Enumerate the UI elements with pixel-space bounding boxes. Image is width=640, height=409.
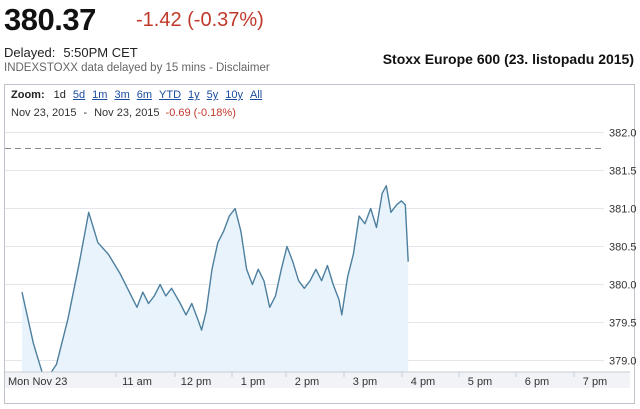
y-tick-label-380.5: 380.5 [609, 242, 637, 254]
y-tick-label-380.0: 380.0 [609, 280, 637, 292]
zoom-option-1y[interactable]: 1y [188, 89, 200, 101]
x-tick-label-3: 1 pm [241, 376, 265, 388]
y-tick-label-381.5: 381.5 [609, 166, 637, 178]
x-tick-label-6: 4 pm [411, 376, 435, 388]
y-tick-label-382.0: 382.0 [609, 128, 637, 140]
zoom-option-all[interactable]: All [250, 89, 263, 101]
zoom-option-5y[interactable]: 5y [206, 89, 219, 101]
zoom-option-3m[interactable]: 3m [114, 89, 130, 101]
y-tick-label-379.0: 379.0 [609, 356, 637, 368]
range-change: -0.69 (-0.18%) [165, 107, 236, 119]
delayed-info: Delayed: 5:50PM CET [4, 45, 138, 60]
y-tick-label-379.5: 379.5 [609, 318, 637, 330]
x-tick-label-2: 12 pm [181, 376, 212, 388]
x-tick-label-8: 6 pm [525, 376, 549, 388]
x-tick-label-4: 2 pm [295, 376, 319, 388]
x-tick-label-9: 7 pm [583, 376, 607, 388]
zoom-option-1m[interactable]: 1m [92, 89, 108, 101]
figure-title: Stoxx Europe 600 (23. listopadu 2015) [382, 51, 634, 67]
index-price: 380.37 [4, 2, 96, 37]
delayed-label: Delayed: [4, 45, 56, 60]
x-tick-label-7: 5 pm [468, 376, 492, 388]
zoom-label: Zoom: [11, 89, 45, 101]
x-tick-label-0: Mon Nov 23 [8, 376, 67, 388]
range-start: Nov 23, 2015 [11, 107, 77, 119]
data-source-note: INDEXSTOXX data delayed by 15 mins - Dis… [4, 62, 270, 74]
chart-frame [4, 84, 635, 404]
zoom-option-6m[interactable]: 6m [136, 89, 153, 101]
price-change: -1.42 (-0.37%) [136, 9, 264, 31]
x-tick-label-1: 11 am [122, 376, 152, 388]
y-tick-label-381.0: 381.0 [609, 204, 637, 216]
zoom-option-5d[interactable]: 5d [72, 89, 86, 101]
date-range: Nov 23, 2015- Nov 23, 2015 -0.69 (-0.18%) [11, 107, 236, 119]
quote-price-wrap: 380.37 [4, 2, 96, 38]
range-end: Nov 23, 2015 [94, 107, 160, 119]
zoom-option-ytd[interactable]: YTD [159, 89, 182, 101]
zoom-option-1d[interactable]: 1d [53, 89, 66, 101]
zoom-option-10y[interactable]: 10y [225, 89, 244, 101]
series-area [22, 185, 409, 382]
delayed-time: 5:50PM CET [63, 45, 138, 60]
range-separator: - [83, 107, 88, 119]
x-axis-band [5, 372, 630, 388]
x-tick-label-5: 3 pm [353, 376, 377, 388]
zoom-bar: Zoom: 1d 5d 1m 3m 6m YTD 1y 5y 10y All [11, 89, 269, 101]
